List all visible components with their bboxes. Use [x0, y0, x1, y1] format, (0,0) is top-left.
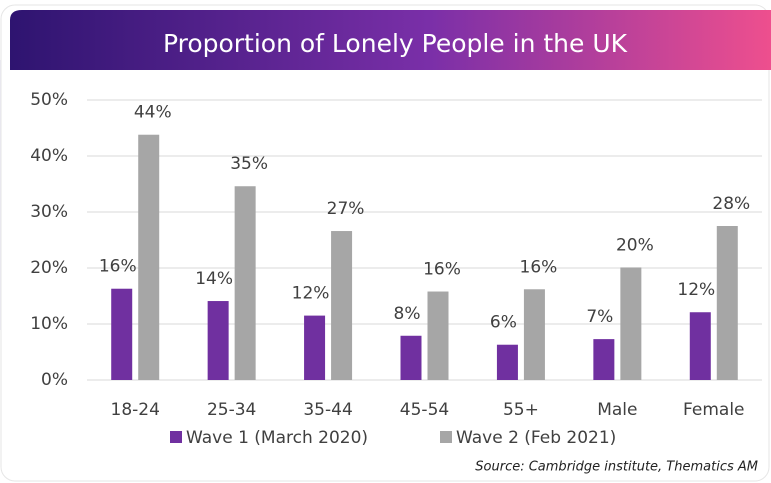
y-tick-label: 30% [30, 202, 68, 222]
x-tick-label: 25-34 [207, 400, 256, 420]
data-label: 8% [394, 304, 421, 324]
data-label: 6% [490, 313, 517, 333]
data-label: 12% [677, 280, 715, 300]
bar [400, 335, 422, 380]
data-label: 14% [195, 269, 233, 289]
bar [234, 186, 256, 380]
bar [716, 226, 738, 380]
y-tick-label: 40% [30, 146, 68, 166]
x-tick-label: 45-54 [400, 400, 449, 420]
data-label: 16% [520, 257, 558, 277]
card [0, 4, 770, 482]
bar [304, 315, 326, 380]
x-tick-label: Female [683, 400, 744, 420]
bar [111, 288, 133, 380]
chart-title: Proportion of Lonely People in the UK [163, 29, 628, 58]
bar [138, 134, 160, 380]
data-label: 16% [99, 257, 137, 277]
bar [523, 289, 545, 380]
legend-swatch [170, 431, 182, 443]
data-label: 7% [586, 307, 613, 327]
bar [620, 267, 642, 380]
data-label: 35% [230, 154, 268, 174]
y-tick-label: 0% [41, 370, 68, 390]
data-label: 20% [616, 235, 654, 255]
bar [427, 291, 449, 380]
bar [593, 339, 615, 380]
x-tick-label: 18-24 [111, 400, 160, 420]
data-label: 12% [292, 284, 330, 304]
bar [689, 312, 711, 380]
y-tick-label: 10% [30, 314, 68, 334]
x-tick-label: Male [597, 400, 637, 420]
data-label: 27% [327, 199, 365, 219]
header [10, 10, 771, 70]
source: Source: Cambridge institute, Thematics A… [475, 460, 758, 475]
data-label: 44% [134, 103, 172, 123]
bar [496, 344, 518, 380]
legend-swatch [440, 431, 452, 443]
data-label: 28% [712, 194, 750, 214]
y-tick-label: 20% [30, 258, 68, 278]
data-label: 16% [423, 260, 461, 280]
bar [331, 231, 353, 380]
y-tick-label: 50% [30, 90, 68, 110]
bar [207, 301, 229, 380]
x-tick-label: 35-44 [303, 400, 352, 420]
x-tick-label: 55+ [503, 400, 539, 420]
legend-label: Wave 1 (March 2020) [186, 428, 368, 448]
legend-label: Wave 2 (Feb 2021) [456, 428, 616, 448]
